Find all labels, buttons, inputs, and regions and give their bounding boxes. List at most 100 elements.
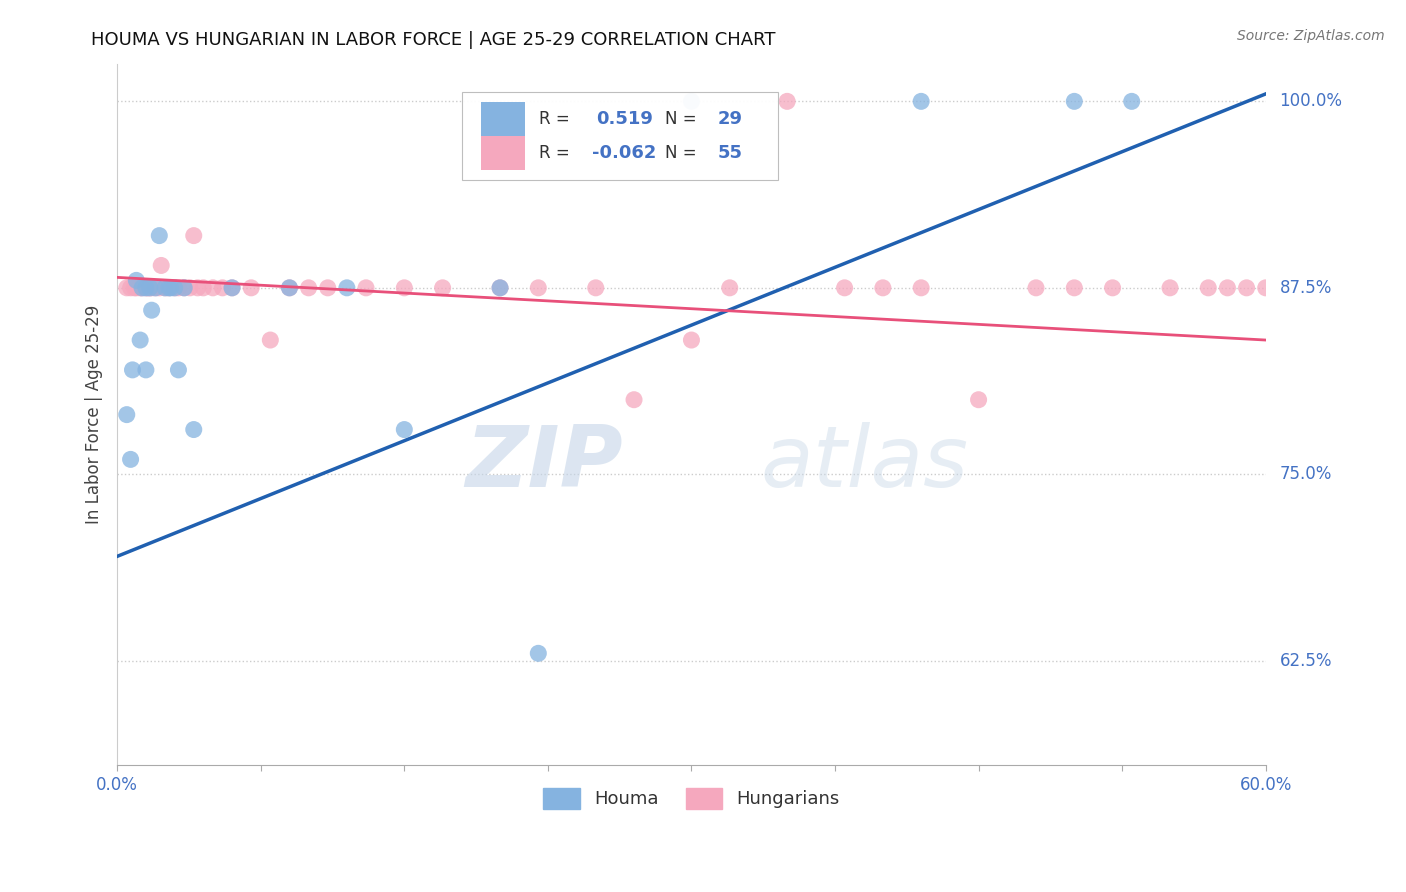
Text: R =: R = [538,110,569,128]
Point [834,281,856,295]
Point [120,281,142,295]
Text: 0.519: 0.519 [596,110,652,128]
Point [163,281,186,295]
Point [145,281,167,295]
Point [129,333,152,347]
Point [131,281,153,295]
Point [1159,281,1181,295]
Point [394,423,416,437]
Point [221,281,243,295]
Text: Source: ZipAtlas.com: Source: ZipAtlas.com [1237,29,1385,43]
Point [138,281,160,295]
Point [183,423,205,437]
Point [718,281,741,295]
Point [173,281,195,295]
Point [1292,281,1315,295]
Point [316,281,339,295]
Point [1236,281,1258,295]
Text: 62.5%: 62.5% [1279,652,1331,670]
Point [131,281,153,295]
FancyBboxPatch shape [461,92,778,180]
Point [179,281,201,295]
Point [681,95,703,109]
Point [120,452,142,467]
Point [136,281,159,295]
Legend: Houma, Hungarians: Houma, Hungarians [536,780,846,816]
Text: N =: N = [665,110,696,128]
Text: HOUMA VS HUNGARIAN IN LABOR FORCE | AGE 25-29 CORRELATION CHART: HOUMA VS HUNGARIAN IN LABOR FORCE | AGE … [91,31,776,49]
Text: 75.0%: 75.0% [1279,466,1331,483]
Point [681,333,703,347]
Point [141,303,163,318]
Point [297,281,319,295]
Point [221,281,243,295]
Point [115,408,138,422]
Point [259,333,281,347]
Point [125,281,148,295]
Text: R =: R = [538,145,569,162]
Point [623,392,645,407]
Point [150,259,173,273]
Point [1121,95,1143,109]
Point [1254,281,1277,295]
Point [163,281,186,295]
Point [776,95,799,109]
Point [129,281,152,295]
Point [125,273,148,287]
Point [183,228,205,243]
Point [153,281,176,295]
Point [135,281,157,295]
Point [159,281,181,295]
Text: 87.5%: 87.5% [1279,279,1331,297]
Point [1312,281,1334,295]
Text: 100.0%: 100.0% [1279,93,1343,111]
Point [167,363,190,377]
Point [910,95,932,109]
Point [138,281,160,295]
Point [278,281,301,295]
Point [527,281,550,295]
Point [124,281,146,295]
Point [967,392,990,407]
Point [135,363,157,377]
Point [278,281,301,295]
Point [141,281,163,295]
Point [394,281,416,295]
Point [115,281,138,295]
Text: 55: 55 [718,145,742,162]
FancyBboxPatch shape [481,136,524,170]
Point [1101,281,1123,295]
Point [211,281,233,295]
Point [173,281,195,295]
Point [910,281,932,295]
Point [148,228,170,243]
Point [585,281,607,295]
Point [489,281,512,295]
Point [1216,281,1239,295]
Text: N =: N = [665,145,696,162]
Y-axis label: In Labor Force | Age 25-29: In Labor Force | Age 25-29 [86,305,103,524]
Point [240,281,263,295]
Point [1063,95,1085,109]
Text: -0.062: -0.062 [592,145,657,162]
Text: ZIP: ZIP [465,422,623,505]
Point [1063,281,1085,295]
Text: 29: 29 [718,110,742,128]
Point [201,281,224,295]
Point [145,281,167,295]
Point [157,281,180,295]
Point [432,281,454,295]
Point [1274,281,1296,295]
Point [489,281,512,295]
Point [157,281,180,295]
Point [1197,281,1219,295]
Point [135,281,157,295]
Point [153,281,176,295]
Point [121,363,143,377]
Point [336,281,359,295]
Point [1025,281,1047,295]
Point [167,281,190,295]
Point [872,281,894,295]
Point [187,281,209,295]
Text: atlas: atlas [761,422,969,505]
